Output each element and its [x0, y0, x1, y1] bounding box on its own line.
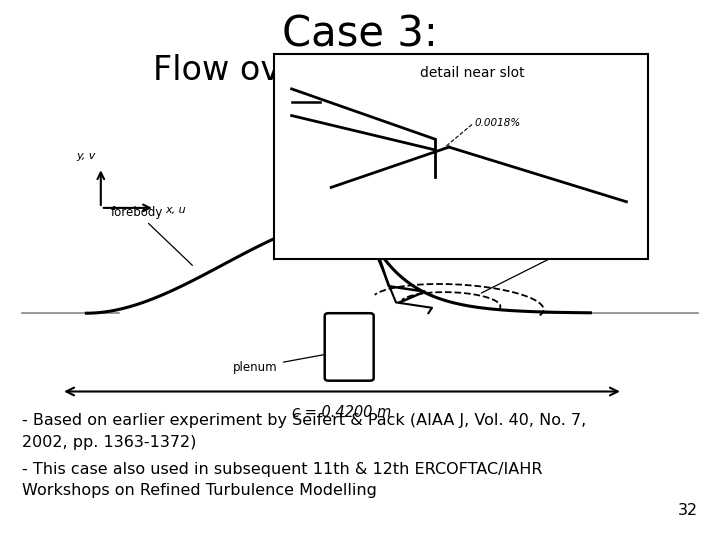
Text: slot: slot — [365, 168, 418, 225]
Text: Case 3:: Case 3: — [282, 14, 438, 56]
Text: 32: 32 — [678, 503, 698, 518]
Text: forebody: forebody — [111, 206, 192, 265]
Text: plenum: plenum — [233, 350, 346, 374]
Text: - Based on earlier experiment by Seifert & Pack (AIAA J, Vol. 40, No. 7,: - Based on earlier experiment by Seifert… — [22, 413, 586, 428]
Text: region of separated flow: region of separated flow — [481, 241, 644, 293]
Text: 2002, pp. 1363-1372): 2002, pp. 1363-1372) — [22, 435, 196, 450]
Bar — [274, 54, 648, 259]
FancyBboxPatch shape — [325, 313, 374, 381]
Text: detail near slot: detail near slot — [420, 66, 524, 80]
Text: Workshops on Refined Turbulence Modelling: Workshops on Refined Turbulence Modellin… — [22, 483, 377, 498]
Text: x, u: x, u — [166, 205, 186, 215]
Text: Flow over a hump model: Flow over a hump model — [153, 54, 567, 87]
Text: y, v: y, v — [77, 151, 96, 161]
Text: 0.0018%: 0.0018% — [474, 118, 521, 128]
Text: - This case also used in subsequent 11th & 12th ERCOFTAC/IAHR: - This case also used in subsequent 11th… — [22, 462, 542, 477]
Text: c = 0.4200 m: c = 0.4200 m — [292, 405, 392, 420]
